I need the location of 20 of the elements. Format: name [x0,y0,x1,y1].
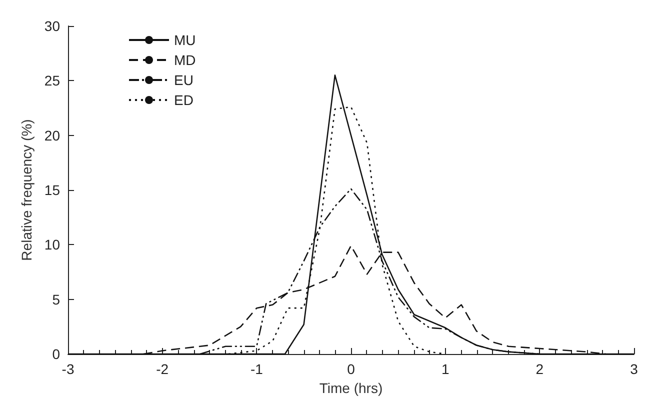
legend-label: EU [174,72,194,88]
x-axis-title: Time (hrs) [319,380,383,396]
x-tick-label: -1 [250,361,264,377]
y-tick-label: 30 [44,18,60,34]
y-tick-label: 10 [44,236,60,253]
y-tick-label: 5 [52,291,60,308]
x-tick-label: -3 [62,361,74,377]
x-tick-label: 3 [630,361,638,377]
y-tick-label: 0 [52,346,60,362]
legend-label: ED [174,92,194,108]
x-tick-label: 0 [347,361,356,377]
x-tick-label: -2 [156,361,169,377]
x-tick-label: 1 [441,361,450,377]
x-tick-label: 2 [536,361,544,377]
y-tick-label: 15 [44,182,60,198]
legend-label: MU [174,32,196,48]
y-tick-label: 25 [44,72,60,89]
y-tick-label: 20 [44,127,60,144]
legend-label: MD [174,52,196,68]
y-axis-title: Relative frequency (%) [18,119,35,261]
